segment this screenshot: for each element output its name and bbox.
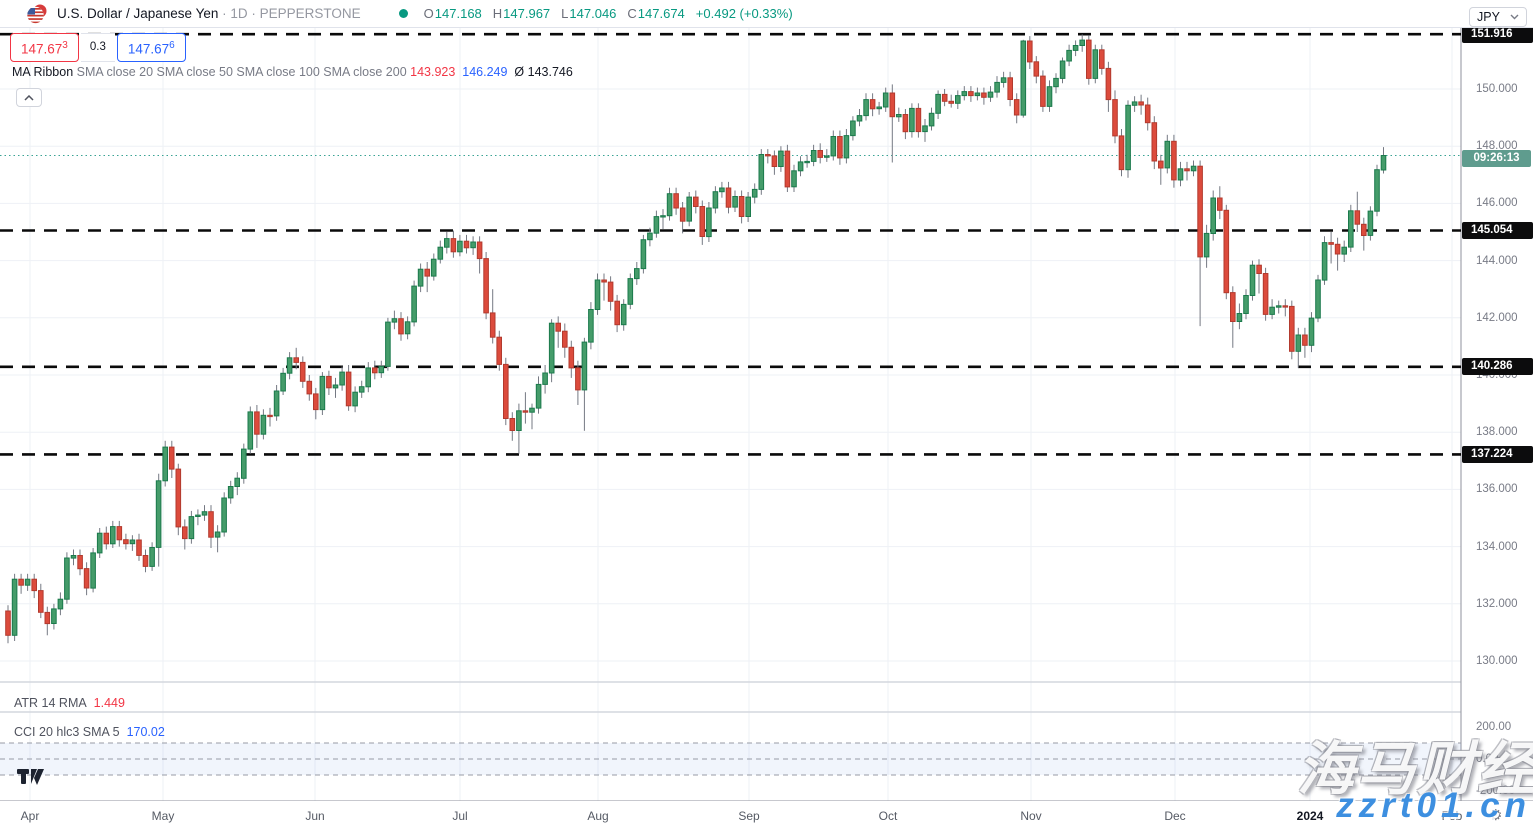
price-level-badge: 151.916 (1462, 26, 1533, 43)
spread-value: 0.3 (80, 33, 115, 62)
price-scale-label: 150.000 (1476, 83, 1518, 95)
price-scale-label: 134.000 (1476, 540, 1518, 553)
currency-unit-dropdown[interactable]: JPY (1469, 7, 1527, 27)
time-axis-month-label: Nov (1020, 809, 1042, 823)
tradingview-logo[interactable] (17, 769, 45, 791)
ohlc-values: O147.168 H147.967 L147.046 C147.674 +0.4… (423, 6, 793, 21)
cci-scale-label: 0.00 (1476, 753, 1499, 765)
ma-ribbon-legend[interactable]: MA Ribbon SMA close 20 SMA close 50 SMA … (12, 65, 573, 79)
price-scale-label: 130.000 (1476, 655, 1518, 667)
price-scale-label: 132.000 (1476, 597, 1518, 610)
time-axis-month-label: Feb (1441, 809, 1463, 823)
price-scale[interactable] (1461, 28, 1533, 801)
time-axis-year-label: 2024 (1296, 809, 1324, 823)
time-axis-month-label: May (151, 809, 175, 823)
price-scale-label: 146.000 (1476, 197, 1518, 210)
time-axis-month-label: Sep (738, 809, 760, 823)
order-widget: 147.673 0.3 147.676 (10, 33, 186, 62)
chevron-down-icon (1510, 14, 1519, 20)
time-axis-month-label: Jul (452, 809, 468, 823)
collapse-legend-button[interactable] (16, 88, 42, 107)
cci-scale-label: -200.00 (1476, 785, 1516, 797)
time-axis-month-label: Apr (20, 809, 40, 823)
bar-countdown-badge: 09:26:13 (1462, 150, 1531, 167)
time-axis-month-label: Dec (1164, 809, 1186, 823)
time-axis-month-label: Oct (878, 809, 898, 823)
price-scale-label: 148.000 (1476, 140, 1518, 153)
time-axis-month-label: Aug (587, 809, 609, 823)
price-level-badge: 145.054 (1462, 222, 1533, 239)
timezone-settings-gear-icon[interactable]: ⚙ (1489, 807, 1503, 824)
price-level-badge: 140.286 (1462, 358, 1533, 375)
price-scale-label: 144.000 (1476, 254, 1518, 267)
chevron-up-icon (24, 94, 34, 101)
cci-legend[interactable]: CCI 20 hlc3 SMA 5 170.02 (14, 725, 165, 739)
currency-pair-flag-icon (26, 4, 48, 24)
price-change: +0.492 (+0.33%) (695, 6, 793, 21)
market-status-icon[interactable] (398, 9, 408, 18)
buy-button[interactable]: 147.676 (116, 33, 186, 62)
time-axis-month-label: Jun (305, 809, 325, 823)
price-scale-label: 142.000 (1476, 311, 1518, 324)
time-axis[interactable]: Apr May Jun Jul Aug Sep Oct Nov Dec 2024 Feb (0, 801, 1533, 831)
price-scale-label: 136.000 (1476, 483, 1518, 496)
price-scale-label: 138.000 (1476, 426, 1518, 439)
atr-legend[interactable]: ATR 14 RMA 1.449 (14, 696, 125, 710)
sell-button[interactable]: 147.673 (10, 33, 79, 62)
chart-topbar: U.S. Dollar / Japanese Yen · 1D · PEPPER… (0, 0, 1533, 28)
cci-scale-label: 200.00 (1476, 721, 1512, 733)
price-level-badge: 137.224 (1462, 446, 1533, 463)
symbol-title[interactable]: U.S. Dollar / Japanese Yen · 1D · PEPPER… (57, 6, 361, 21)
